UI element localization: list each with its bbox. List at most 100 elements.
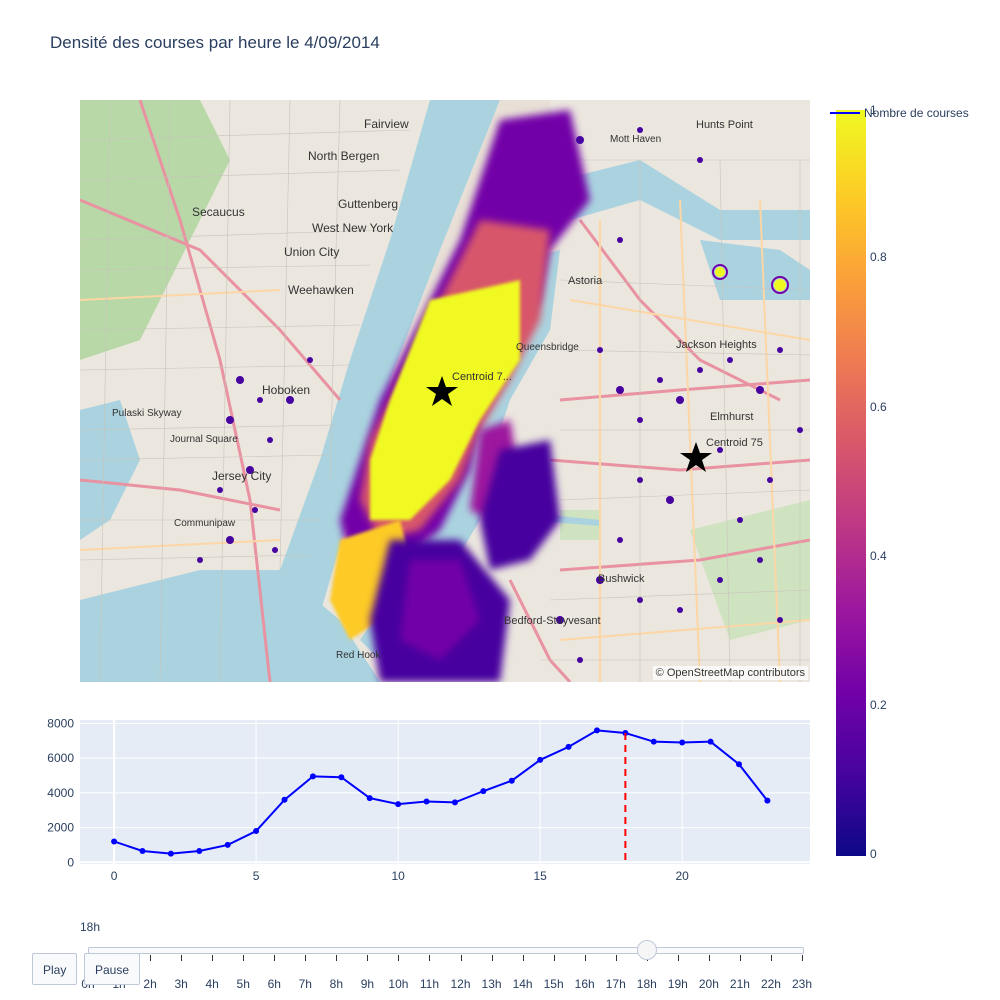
slider-tick-label[interactable]: 19h (667, 977, 688, 991)
slider-tick-label[interactable]: 2h (143, 977, 157, 991)
y-tick-label: 8000 (47, 716, 74, 730)
centroid-star-icon[interactable] (680, 442, 712, 472)
data-point[interactable] (309, 773, 316, 780)
slider-tick-label[interactable]: 9h (360, 977, 375, 991)
place-communipaw: Communipaw (174, 518, 236, 529)
data-point[interactable] (480, 788, 487, 795)
slider-tick (677, 955, 679, 961)
data-point[interactable] (366, 795, 373, 802)
place-west-new-york: West New York (312, 221, 394, 235)
legend[interactable]: Nombre de courses (830, 106, 969, 120)
place-queensbridge: Queensbridge (516, 342, 579, 353)
slider-tick-label[interactable]: 17h (605, 977, 626, 991)
data-point[interactable] (650, 738, 657, 745)
slider-current-value: 18h (80, 920, 101, 934)
place-bushwick: Bushwick (598, 573, 645, 585)
slider-tick-label[interactable]: 20h (698, 977, 719, 991)
slider-tick-label[interactable]: 6h (267, 977, 281, 991)
slider-tick-label[interactable]: 18h (636, 977, 657, 991)
place-red-hook: Red Hook (336, 650, 381, 661)
slider-tick (584, 955, 586, 961)
centroid-markers[interactable]: Centroid 7... Centroid 75 (426, 371, 763, 472)
place-union-city: Union City (284, 245, 339, 259)
slider-tick-label[interactable]: 12h (450, 977, 471, 991)
data-point[interactable] (593, 727, 600, 734)
slider-tick (429, 955, 431, 961)
place-elmhurst: Elmhurst (710, 411, 753, 423)
density-map[interactable]: Fairview North Bergen Secaucus Guttenber… (80, 100, 810, 682)
data-point[interactable] (423, 798, 430, 805)
data-point[interactable] (565, 743, 572, 750)
pause-button[interactable]: Pause (84, 953, 141, 985)
data-point[interactable] (111, 838, 118, 845)
data-point[interactable] (451, 799, 458, 806)
slider-tick-label[interactable]: 23h (791, 977, 813, 991)
y-axis-ticks: 0 2000 4000 6000 8000 (47, 716, 74, 869)
slider-tick (522, 955, 524, 961)
place-astoria: Astoria (568, 275, 603, 287)
data-point[interactable] (735, 761, 742, 768)
data-point[interactable] (764, 797, 771, 804)
slider-rail[interactable] (88, 947, 804, 954)
y-tick-label: 4000 (47, 786, 74, 800)
slider-tick (212, 955, 214, 961)
park-queens (690, 500, 810, 640)
slider-tick-label[interactable]: 11h (419, 977, 440, 991)
data-point[interactable] (224, 841, 231, 848)
x-tick-label: 20 (675, 869, 689, 883)
slider-tick-label[interactable]: 22h (760, 977, 781, 991)
slider-tick-label[interactable]: 4h (205, 977, 219, 991)
data-point[interactable] (167, 850, 174, 857)
colorbar-tick-0-8: 0.8 (870, 250, 887, 264)
x-tick-label: 15 (533, 869, 547, 883)
slider-tick (553, 955, 555, 961)
slider-tick-label[interactable]: 13h (481, 977, 502, 991)
place-guttenberg: Guttenberg (338, 197, 398, 211)
place-bedford-stuyvesant: Bedford-Stuyvesant (504, 615, 601, 627)
slider-handle[interactable] (636, 940, 657, 960)
slider-tick-label[interactable]: 5h (236, 977, 250, 991)
centroid-1-label: Centroid 7... (452, 371, 512, 383)
slider-tick-label[interactable]: 14h (512, 977, 533, 991)
data-point[interactable] (253, 828, 260, 835)
data-point[interactable] (537, 756, 544, 763)
slider-tick-label[interactable]: 16h (574, 977, 595, 991)
centroid-star-icon[interactable] (426, 376, 458, 406)
x-tick-label: 10 (391, 869, 405, 883)
slider-tick (460, 955, 462, 961)
map-attribution[interactable]: © OpenStreetMap contributors (652, 666, 808, 680)
slider-tick-label[interactable]: 21h (729, 977, 750, 991)
points-layer[interactable] (111, 727, 771, 857)
slider-tick-label[interactable]: 10h (388, 977, 409, 991)
slider-tick-label[interactable]: 15h (543, 977, 564, 991)
place-jackson-heights: Jackson Heights (676, 339, 757, 351)
slider-tick (336, 955, 338, 961)
data-point[interactable] (707, 738, 714, 745)
map-canvas[interactable]: Fairview North Bergen Secaucus Guttenber… (80, 100, 810, 682)
hour-slider[interactable]: 18h 0h1h2h3h4h5h6h7h8h9h10h11h12h13h14h1… (0, 910, 1000, 1000)
slider-tick-label[interactable]: 8h (329, 977, 344, 991)
data-point[interactable] (395, 801, 402, 808)
data-point[interactable] (338, 774, 345, 781)
data-point[interactable] (196, 847, 203, 854)
slider-tick (770, 955, 772, 961)
chart-title: Densité des courses par heure le 4/09/20… (50, 33, 380, 52)
hourly-line-chart[interactable]: 0 2000 4000 6000 8000 0 5 10 15 20 (0, 700, 1000, 900)
colorbar-tick-0-4: 0.4 (870, 549, 887, 563)
play-button[interactable]: Play (32, 953, 78, 985)
data-point[interactable] (622, 730, 629, 737)
place-fairview: Fairview (364, 117, 409, 131)
place-weehawken: Weehawken (288, 283, 354, 297)
place-secaucus: Secaucus (192, 205, 245, 219)
colorbar-tick-0: 0 (870, 847, 877, 861)
slider-tick-label[interactable]: 7h (298, 977, 312, 991)
data-point[interactable] (508, 777, 515, 784)
data-point[interactable] (281, 796, 288, 803)
data-point[interactable] (139, 847, 146, 854)
hackensack-river (80, 400, 140, 540)
major-roads (80, 199, 810, 682)
heatmap-dots (197, 127, 803, 663)
slider-tick-label[interactable]: 3h (174, 977, 188, 991)
data-point[interactable] (679, 739, 686, 746)
hudson-river (250, 100, 500, 682)
